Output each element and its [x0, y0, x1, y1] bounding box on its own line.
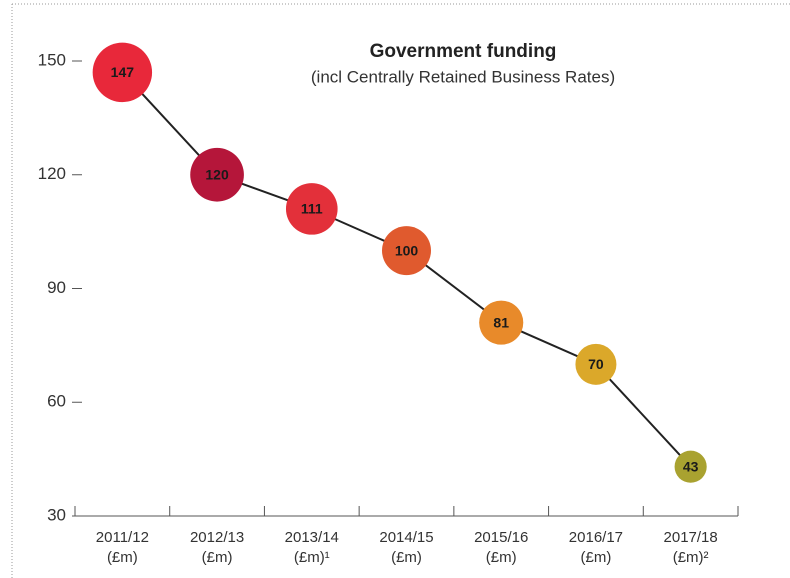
bubble: [92, 42, 153, 103]
data-label: 70: [588, 356, 604, 372]
data-label: 147: [111, 64, 135, 80]
bubble: [479, 300, 524, 345]
data-label: 111: [301, 201, 323, 217]
bubble: [190, 147, 244, 202]
x-tick-label: 2017/18: [664, 529, 718, 546]
y-tick-label: 30: [47, 505, 66, 524]
x-tick-label: (£m): [107, 549, 138, 566]
y-tick-label: 60: [47, 392, 66, 411]
bubble: [674, 450, 707, 483]
x-tick-label: 2014/15: [379, 529, 433, 546]
x-tick-label: (£m)²: [673, 549, 709, 566]
chart-title: Government funding: [370, 41, 557, 62]
data-label: 81: [493, 314, 509, 330]
data-label: 120: [205, 166, 229, 182]
bubble: [575, 343, 617, 385]
y-tick-label: 150: [38, 50, 66, 69]
x-tick-label: 2011/12: [96, 529, 149, 546]
x-tick-label: 2016/17: [569, 529, 623, 546]
x-tick-label: 2015/16: [474, 529, 528, 546]
data-label: 100: [395, 242, 419, 258]
x-tick-label: (£m): [391, 549, 422, 566]
x-tick-label: (£m): [202, 549, 233, 566]
x-tick-label: 2012/13: [190, 529, 244, 546]
y-tick-label: 90: [47, 278, 66, 297]
x-tick-label: (£m): [581, 549, 612, 566]
x-tick-label: 2013/14: [285, 529, 339, 546]
x-tick-label: (£m): [486, 549, 517, 566]
x-tick-label: (£m)¹: [294, 549, 330, 566]
data-label: 43: [683, 458, 699, 474]
bubble: [382, 226, 431, 276]
chart-subtitle: (incl Centrally Retained Business Rates): [311, 67, 615, 86]
bubble: [285, 183, 338, 235]
y-tick-label: 120: [38, 164, 66, 183]
